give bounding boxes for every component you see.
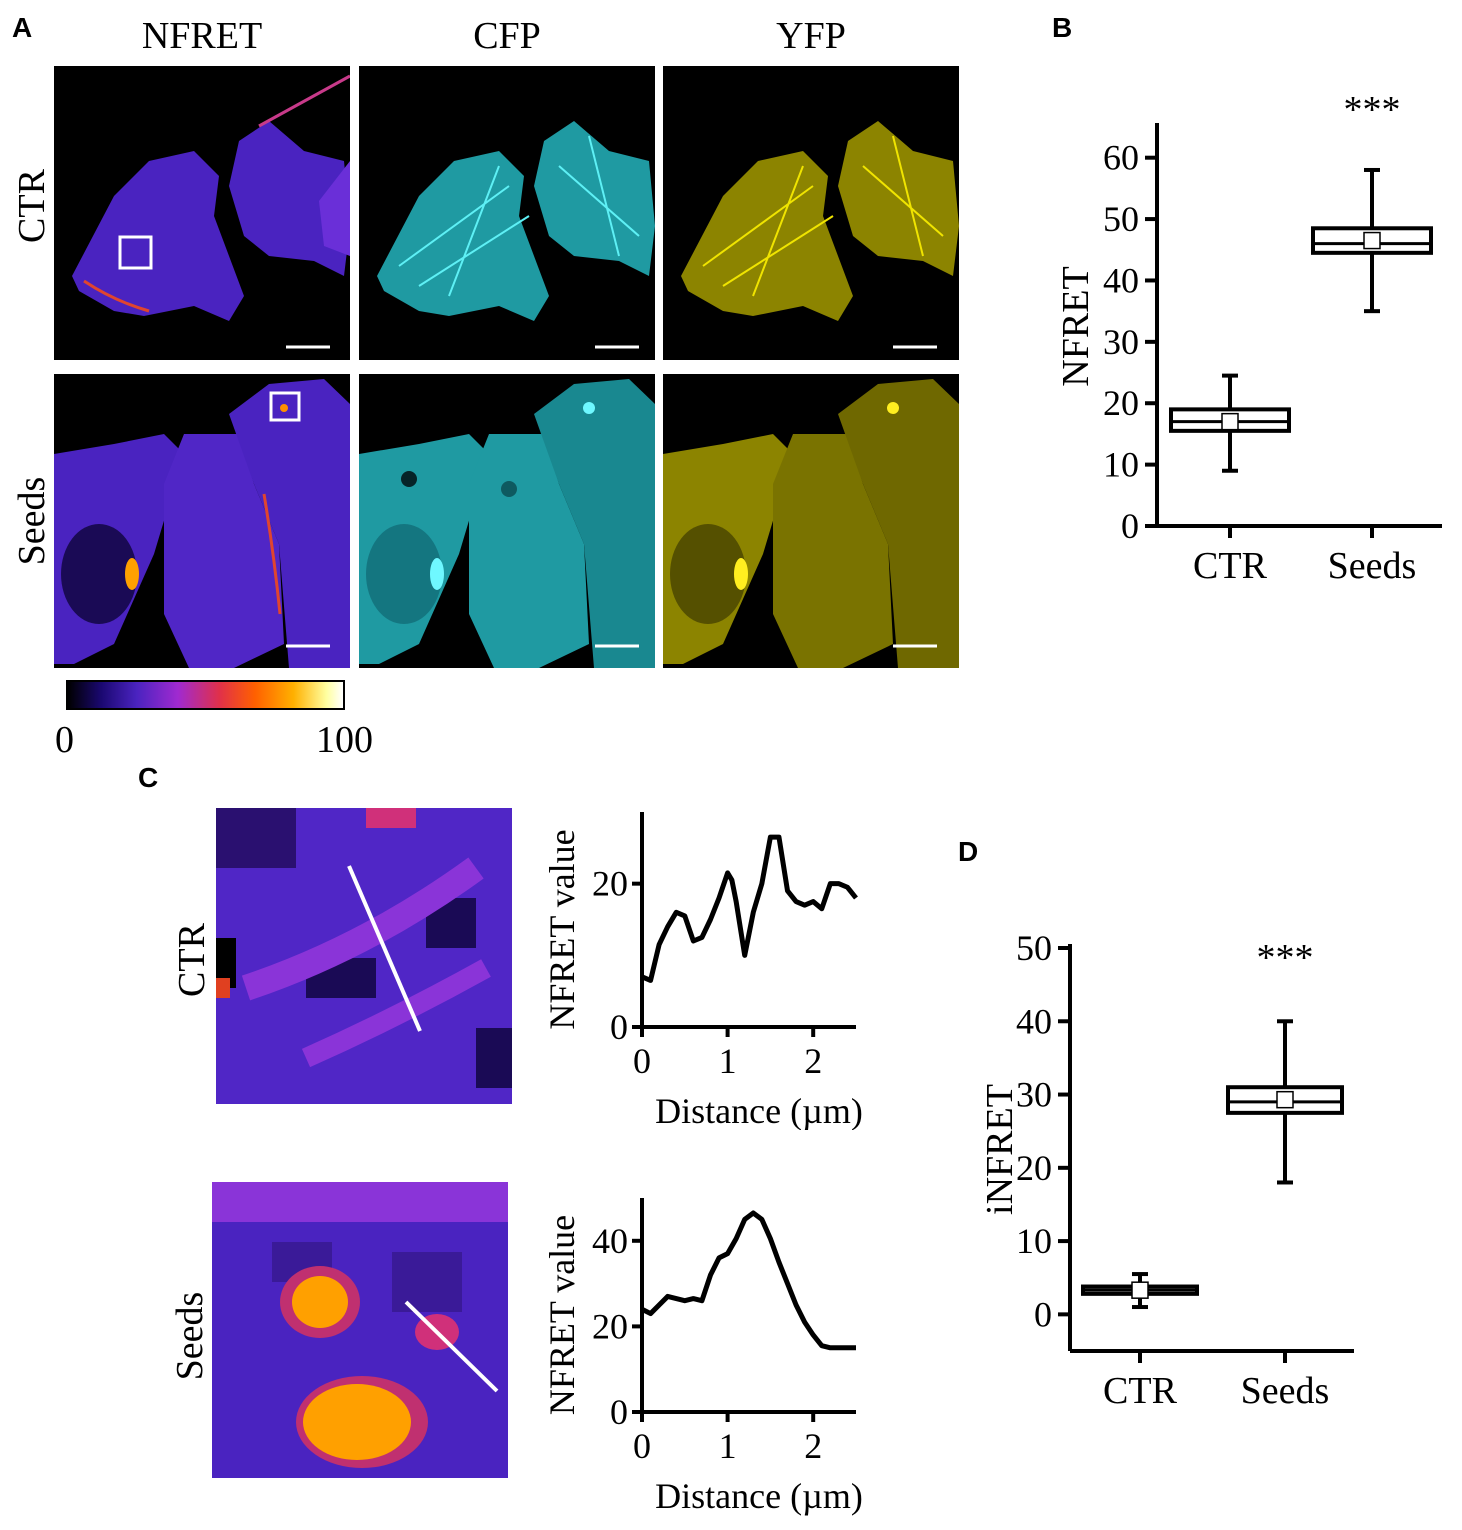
x-axis-label: Distance (µm) xyxy=(655,1476,863,1516)
colorbar-min-label: 0 xyxy=(55,719,74,761)
significance-marker: *** xyxy=(1257,937,1314,979)
row-title-seeds: Seeds xyxy=(11,476,53,566)
y-tick-label: 50 xyxy=(1016,928,1052,968)
roi-box-ctr xyxy=(118,235,153,270)
x-tick-label: 2 xyxy=(804,1041,822,1081)
colorbar xyxy=(66,680,345,710)
y-tick-label: 10 xyxy=(1016,1221,1052,1261)
roi-box-seeds xyxy=(269,391,301,422)
x-tick-label: Seeds xyxy=(1241,1370,1330,1412)
y-tick-label: 40 xyxy=(1103,260,1139,300)
x-tick-label: 2 xyxy=(804,1426,822,1466)
x-tick-label: 0 xyxy=(633,1426,651,1466)
x-axis-label: Distance (µm) xyxy=(655,1091,863,1130)
column-title-yfp: YFP xyxy=(776,15,846,57)
x-tick-label: CTR xyxy=(1193,545,1268,587)
zoom-nfret-seeds xyxy=(212,1182,508,1478)
y-axis-label: iNFRET xyxy=(979,1084,1021,1215)
panel-letter-b: B xyxy=(1052,12,1073,43)
y-tick-label: 0 xyxy=(1034,1294,1052,1334)
row-title-ctr: CTR xyxy=(11,169,53,243)
y-tick-label: 0 xyxy=(610,1392,628,1432)
y-tick-label: 30 xyxy=(1103,322,1139,362)
y-tick-label: 30 xyxy=(1016,1075,1052,1115)
micrograph-yfp-seeds xyxy=(663,374,959,668)
profile-line xyxy=(404,1300,499,1393)
colorbar-max-label: 100 xyxy=(316,719,373,761)
mean-marker xyxy=(1131,1281,1149,1299)
y-tick-label: 40 xyxy=(1016,1001,1052,1041)
panel-letter-a: A xyxy=(12,12,33,43)
y-tick-label: 10 xyxy=(1103,445,1139,485)
y-tick-label: 20 xyxy=(592,864,628,904)
c-row-title-ctr: CTR xyxy=(171,923,213,997)
micrograph-yfp-ctr xyxy=(663,66,959,360)
y-tick-label: 0 xyxy=(1121,506,1139,546)
x-tick-label: 1 xyxy=(719,1426,737,1466)
mean-marker xyxy=(1276,1090,1294,1109)
micrograph-nfret-ctr xyxy=(54,66,350,360)
y-tick-label: 20 xyxy=(1016,1148,1052,1188)
significance-marker: *** xyxy=(1344,89,1401,131)
x-tick-label: Seeds xyxy=(1328,545,1417,587)
y-axis-label: NFRET xyxy=(1055,266,1097,386)
y-tick-label: 50 xyxy=(1103,199,1139,239)
x-tick-label: CTR xyxy=(1103,1370,1178,1412)
y-tick-label: 20 xyxy=(592,1306,628,1346)
column-title-nfret: NFRET xyxy=(141,15,263,57)
panel-letter-d: D xyxy=(958,836,979,867)
mean-marker xyxy=(1221,412,1239,431)
c-row-title-seeds: Seeds xyxy=(169,1291,211,1381)
box-plot-d: 0 10 20 30 40 50 iNFRET CTR Seeds *** xyxy=(979,928,1354,1412)
x-tick-label: 1 xyxy=(719,1041,737,1081)
y-axis-label: NFRET value xyxy=(542,1215,582,1415)
line-plot-c-ctr: 0 20 0 1 2 Distance (µm) NFRET value xyxy=(542,812,863,1130)
box-plot-b: 0 10 20 30 40 50 60 NFRET CTR Seeds *** xyxy=(1055,89,1442,587)
y-tick-label: 20 xyxy=(1103,383,1139,423)
column-title-cfp: CFP xyxy=(473,15,541,57)
y-tick-label: 40 xyxy=(592,1221,628,1261)
y-tick-label: 60 xyxy=(1103,138,1139,178)
series-line xyxy=(641,834,858,983)
mean-marker xyxy=(1363,231,1381,250)
zoom-nfret-ctr xyxy=(216,808,512,1104)
y-axis-label: NFRET value xyxy=(542,829,582,1029)
series-line xyxy=(640,1210,856,1351)
x-tick-label: 0 xyxy=(633,1041,651,1081)
y-tick-label: 0 xyxy=(610,1007,628,1047)
micrograph-nfret-seeds xyxy=(54,374,350,668)
micrograph-cfp-seeds xyxy=(359,374,655,668)
line-plot-c-seeds: 0 20 40 0 1 2 Distance (µm) NFRET value xyxy=(542,1198,863,1516)
panel-letter-c: C xyxy=(138,762,159,793)
micrograph-cfp-ctr xyxy=(359,66,655,360)
profile-line xyxy=(347,865,422,1032)
